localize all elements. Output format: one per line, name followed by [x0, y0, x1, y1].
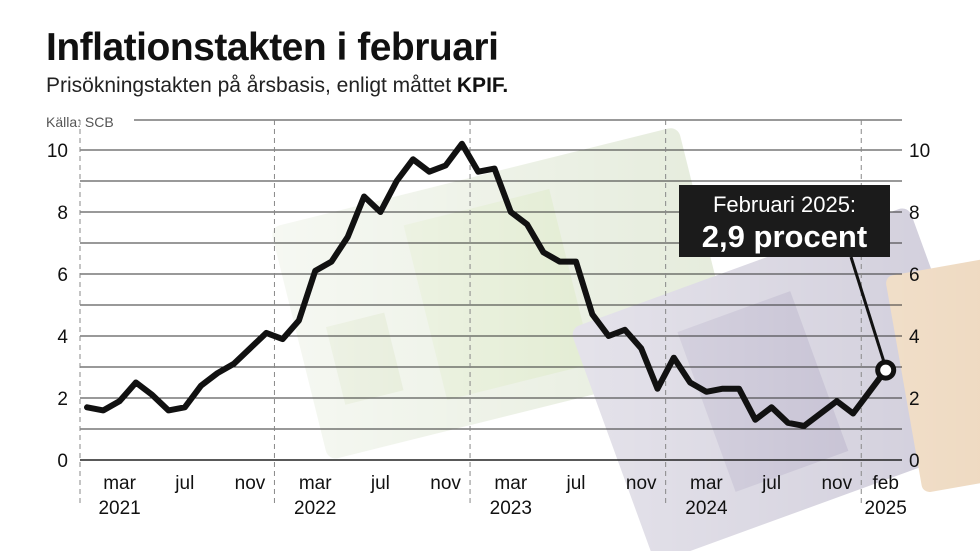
x-year-label: 2024	[685, 498, 728, 519]
x-year-label: 2022	[294, 498, 336, 519]
y-axis-right: 0 2 4 6 8 10	[909, 141, 930, 472]
year-dividers	[79, 120, 862, 505]
x-tick-label: mar	[690, 473, 723, 494]
latest-value-callout: Februari 2025: 2,9 procent	[679, 185, 890, 257]
x-tick-label: mar	[103, 473, 136, 494]
y-tick-label: 6	[909, 265, 920, 286]
subtitle-measure: KPIF.	[456, 74, 509, 97]
callout-value: 2,9 procent	[701, 219, 868, 254]
y-tick-label: 4	[57, 327, 68, 348]
y-tick-label: 2	[57, 389, 68, 410]
subtitle-text: Prisökningstakten på årsbasis, enligt må…	[46, 74, 452, 97]
x-tick-label: jul	[761, 473, 781, 494]
page-title: Inflationstakten i februari	[46, 26, 499, 69]
y-tick-label: 2	[909, 389, 920, 410]
x-tick-label: jul	[370, 473, 390, 494]
gridlines	[80, 119, 902, 461]
x-tick-label: nov	[430, 473, 461, 494]
y-axis-left: 0 2 4 6 8 10	[47, 141, 69, 472]
x-tick-label: feb	[872, 473, 898, 494]
chart-subtitle: Prisökningstakten på årsbasis, enligt må…	[46, 74, 508, 98]
x-tick-label: jul	[565, 473, 585, 494]
x-tick-label: mar	[299, 473, 332, 494]
y-tick-label: 8	[57, 203, 68, 224]
callout-period: Februari 2025:	[712, 192, 857, 217]
inflation-line	[84, 140, 889, 429]
y-tick-label: 8	[909, 203, 920, 224]
callout-pointer	[849, 256, 886, 362]
x-tick-label: mar	[494, 473, 527, 494]
x-tick-label: nov	[821, 473, 852, 494]
x-year-label: 2023	[490, 498, 532, 519]
y-tick-label: 10	[47, 141, 68, 162]
y-tick-label: 4	[909, 327, 920, 348]
latest-value-marker	[875, 359, 897, 381]
y-tick-label: 6	[57, 265, 68, 286]
x-year-label: 2021	[98, 498, 140, 519]
x-tick-label: nov	[626, 473, 657, 494]
x-tick-label: jul	[174, 473, 194, 494]
y-tick-label: 0	[57, 451, 68, 472]
x-year-label: 2025	[865, 498, 907, 519]
y-tick-label: 0	[909, 451, 920, 472]
y-tick-label: 10	[909, 141, 930, 162]
x-tick-label: nov	[235, 473, 266, 494]
x-axis: mar 2021 jul nov mar 2022 jul nov mar 2023 jul nov m…	[98, 473, 906, 519]
